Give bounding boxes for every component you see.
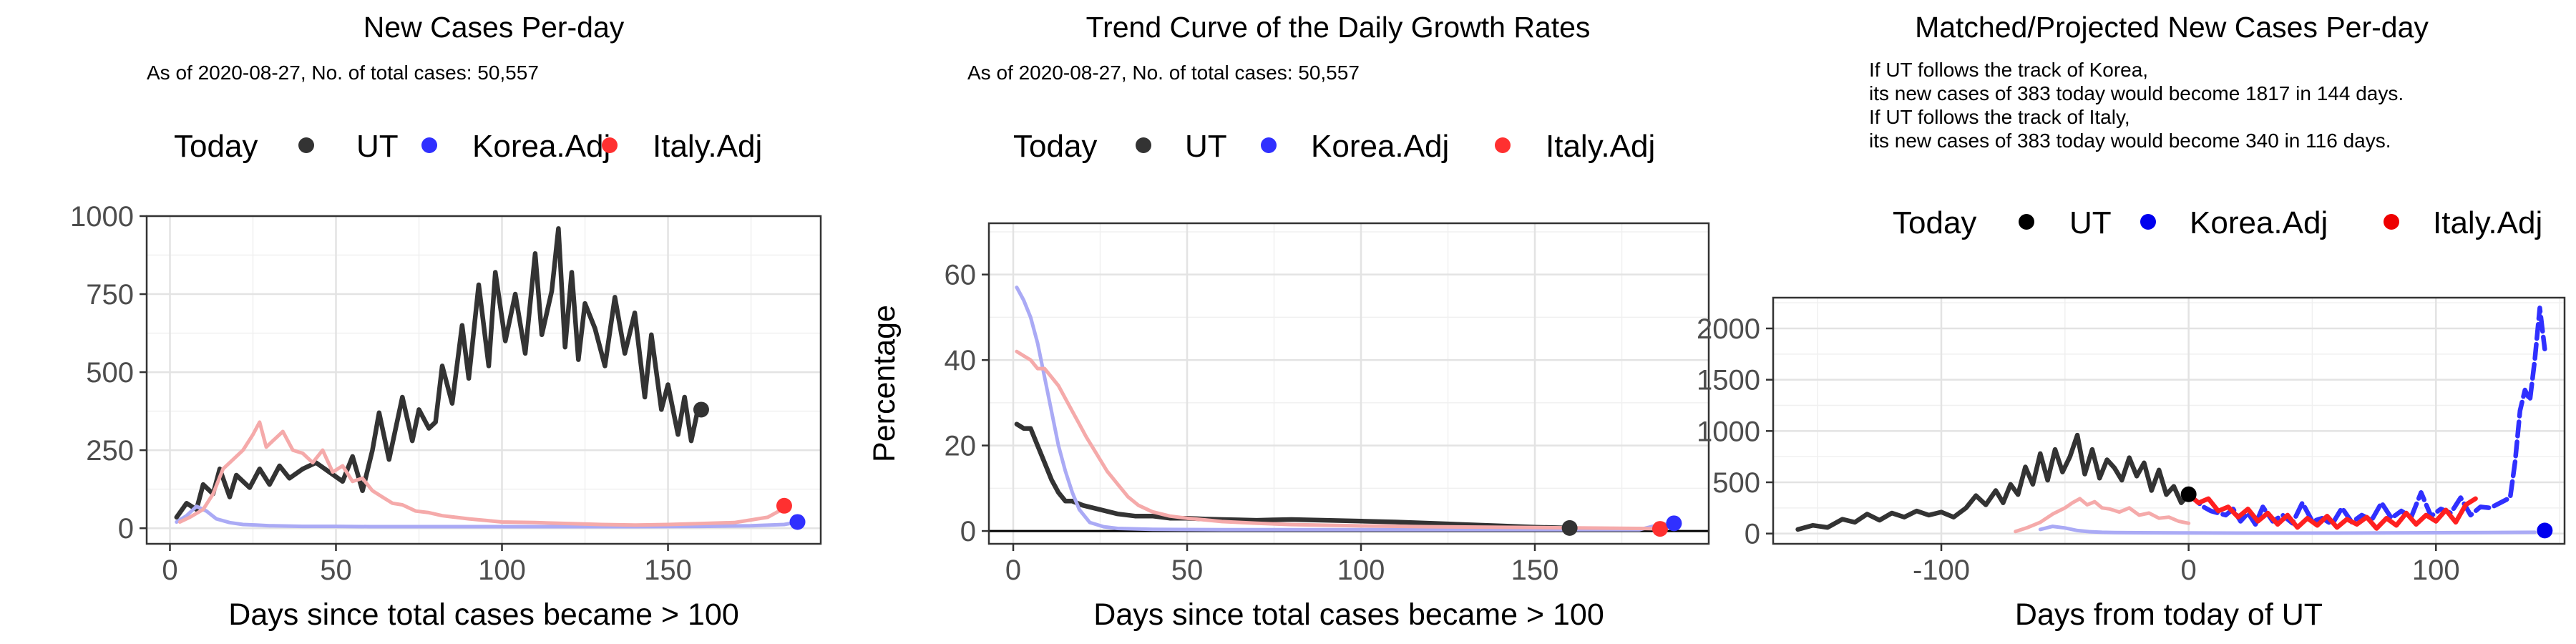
series-line-2 — [177, 420, 790, 527]
x-axis-label: Days since total cases became > 100 — [228, 597, 738, 632]
today-point-2 — [789, 514, 806, 530]
legend-key-1 — [421, 137, 437, 153]
legend: Today UT Korea.Adj Italy.Adj — [174, 129, 762, 164]
legend-label-2: Italy.Adj — [653, 129, 762, 164]
legend-key-2 — [2384, 214, 2399, 230]
y-tick-label: 1000 — [70, 201, 134, 233]
legend: Today UT Korea.Adj Italy.Adj — [1013, 129, 1655, 164]
legend-label-2: Italy.Adj — [1546, 129, 1655, 164]
today-point-1 — [776, 497, 792, 514]
legend-title: Today — [1893, 205, 1976, 240]
x-axis-label: Days from today of UT — [2015, 597, 2323, 632]
y-tick-label: 20 — [945, 431, 977, 462]
legend-title: Today — [1013, 129, 1097, 164]
legend-key-0 — [2019, 214, 2034, 230]
y-tick-label: 1000 — [1697, 416, 1760, 447]
today-point-0 — [693, 401, 709, 418]
chart-title: Trend Curve of the Daily Growth Rates — [1086, 11, 1591, 44]
plot-panel — [1773, 298, 2565, 544]
legend-key-2 — [1495, 137, 1511, 153]
series-line-0 — [1795, 432, 2191, 532]
x-tick-label: 50 — [1171, 555, 1204, 586]
x-tick-label: 100 — [2412, 555, 2460, 586]
x-tick-label: 0 — [162, 555, 177, 586]
series-line-1 — [1015, 286, 1676, 532]
y-tick-label: 40 — [945, 345, 977, 376]
y-tick-label: 500 — [1712, 467, 1760, 499]
y-tick-label: 60 — [945, 260, 977, 291]
legend-label-0: UT — [356, 129, 399, 164]
today-point-1 — [2537, 522, 2553, 539]
today-point-2 — [1666, 515, 1682, 532]
x-tick-label: -100 — [1913, 555, 1970, 586]
y-tick-label: 500 — [86, 357, 134, 389]
legend-label-0: UT — [1185, 129, 1227, 164]
series-line-0 — [174, 226, 704, 520]
legend-key-0 — [298, 137, 314, 153]
series-line-1 — [2038, 525, 2537, 535]
series-line-2 — [1015, 349, 1662, 531]
series-line-2 — [2014, 497, 2191, 534]
legend-label-0: UT — [2069, 205, 2112, 240]
series-line-1 — [175, 504, 803, 529]
annotation-line: its new cases of 383 today would become … — [1869, 130, 2391, 152]
annotation-line: If UT follows the track of Italy, — [1869, 106, 2130, 128]
plot-border — [987, 222, 1710, 545]
legend-label-1: Korea.Adj — [472, 129, 610, 164]
annotation-line: If UT follows the track of Korea, — [1869, 59, 2148, 81]
x-tick-label: 0 — [2181, 555, 2197, 586]
series-line-4 — [2186, 492, 2478, 531]
x-tick-label: 150 — [1511, 555, 1559, 586]
y-axis-label: Percentage — [867, 305, 902, 462]
y-tick-label: 1500 — [1697, 365, 1760, 396]
chart-subtitle: As of 2020-08-27, No. of total cases: 50… — [147, 62, 539, 84]
plot-border — [1772, 296, 2566, 545]
plot-border — [145, 215, 822, 545]
legend-label-1: Korea.Adj — [1311, 129, 1449, 164]
x-tick-label: 50 — [320, 555, 352, 586]
chart-title: New Cases Per-day — [364, 11, 625, 44]
y-tick-label: 0 — [1745, 519, 1760, 550]
x-tick-label: 100 — [478, 555, 526, 586]
legend-label-1: Korea.Adj — [2190, 205, 2328, 240]
legend-key-1 — [2140, 214, 2156, 230]
legend-key-1 — [1261, 137, 1277, 153]
legend-title: Today — [174, 129, 258, 164]
y-tick-label: 250 — [86, 435, 134, 467]
gridlines — [989, 223, 1709, 544]
today-point-1 — [1652, 521, 1668, 537]
x-tick-label: 0 — [1005, 555, 1021, 586]
today-point-0 — [1561, 519, 1578, 536]
chart-title: Matched/Projected New Cases Per-day — [1915, 11, 2429, 44]
today-point-0 — [2180, 486, 2197, 502]
x-tick-label: 100 — [1337, 555, 1385, 586]
x-tick-label: 150 — [644, 555, 692, 586]
y-tick-label: 750 — [86, 279, 134, 311]
y-tick-label: 2000 — [1697, 313, 1760, 345]
annotation-line: its new cases of 383 today would become … — [1869, 82, 2404, 104]
legend-label-2: Italy.Adj — [2433, 205, 2542, 240]
legend-key-2 — [602, 137, 618, 153]
x-axis-label: Days since total cases became > 100 — [1093, 597, 1604, 632]
legend-key-0 — [1136, 137, 1151, 153]
y-tick-label: 0 — [960, 516, 976, 547]
plot-panel — [989, 223, 1709, 544]
chart-subtitle: As of 2020-08-27, No. of total cases: 50… — [967, 62, 1360, 84]
legend: Today UT Korea.Adj Italy.Adj — [1893, 205, 2542, 240]
plot-panel — [147, 216, 821, 544]
y-tick-label: 0 — [118, 513, 134, 545]
